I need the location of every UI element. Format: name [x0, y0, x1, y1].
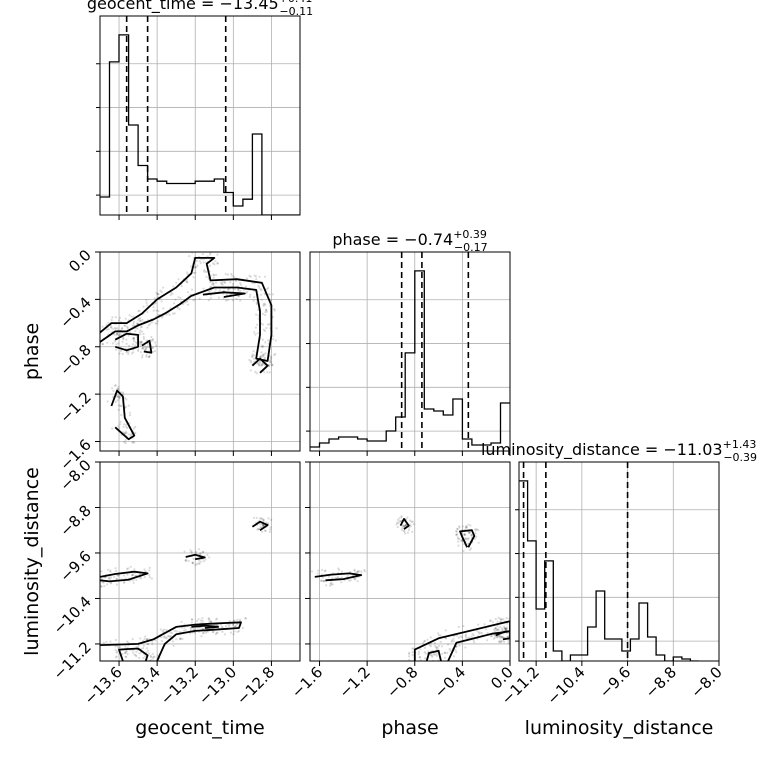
ytick-label: −1.2 [56, 388, 94, 426]
panel-phase_vs_geocent_time-frame [99, 251, 301, 452]
ytick-label: −11.2 [50, 638, 95, 683]
contour-5 [495, 630, 510, 641]
xtick-label: −13.0 [195, 663, 240, 708]
contour-0 [100, 257, 273, 362]
xlabel-luminosity_distance: luminosity_distance [525, 717, 714, 739]
contour-3 [413, 620, 510, 661]
panel-luminosity_distance_vs_phase-grid [310, 461, 511, 661]
contour-0 [100, 570, 149, 583]
xlabel-phase: phase [381, 717, 438, 739]
contour-2 [251, 520, 269, 531]
hist-luminosity_distance-layer [519, 462, 699, 661]
hist-phase-frame [309, 251, 511, 452]
xtick-label: −12.8 [233, 663, 278, 708]
xtick-label: −0.8 [383, 663, 421, 701]
contour-1 [314, 572, 363, 582]
contour-1 [185, 553, 206, 561]
contour-5 [202, 291, 246, 298]
hist-phase-layer [310, 252, 510, 451]
panel-luminosity_distance_vs_phase-layer [311, 515, 510, 661]
contour-0 [399, 518, 410, 530]
xtick-label: −8.0 [687, 663, 725, 701]
contour-3 [100, 621, 242, 661]
hist-phase-grid [310, 252, 511, 451]
hist-phase-title: phase = −0.74+0.39 −0.17 [332, 228, 487, 254]
ytick-label: −0.4 [56, 293, 94, 331]
contour-3 [251, 357, 269, 374]
ytick-label: −10.4 [50, 593, 95, 638]
hist-geocent_time-grid [100, 16, 300, 215]
hist-luminosity_distance-steps [519, 480, 699, 661]
ytick-label: 0.0 [65, 246, 95, 276]
panel-phase_vs_geocent_time-grid [100, 251, 300, 451]
contour-4 [110, 389, 136, 441]
hist-geocent_time-steps [100, 34, 300, 215]
contour-4 [118, 647, 149, 661]
xtick-label: −0.4 [431, 663, 469, 701]
hist-geocent_time-frame [99, 15, 301, 216]
ytick-label: −9.6 [56, 547, 94, 585]
xtick-label: −13.2 [157, 663, 202, 708]
contour-4 [425, 649, 442, 661]
contour-2 [141, 339, 153, 354]
xtick-label: −10.4 [543, 663, 588, 708]
panel-luminosity_distance_vs_geocent_time-layer [100, 516, 273, 661]
panel-luminosity_distance_vs_geocent_time-frame [99, 461, 301, 662]
xtick-label: −9.6 [596, 663, 634, 701]
hist-geocent_time-layer [100, 16, 300, 215]
xlabel-geocent_time: geocent_time [135, 717, 264, 739]
ytick-label: −0.8 [56, 341, 94, 379]
ylabel-phase: phase [21, 323, 43, 380]
hist-geocent_time-title: geocent_time = −13.45+0.41−0.11 [87, 0, 313, 18]
panel-luminosity_distance_vs_geocent_time-samples [100, 516, 273, 661]
hist-luminosity_distance-frame [518, 461, 720, 662]
xtick-label: −1.6 [288, 663, 326, 701]
ylabel-luminosity_distance: luminosity_distance [21, 467, 43, 656]
xtick-label: −1.2 [335, 663, 373, 701]
contour-1 [114, 332, 139, 352]
hist-phase-steps [310, 270, 510, 448]
xtick-label: −8.8 [642, 663, 680, 701]
panel-phase_vs_geocent_time-layer [100, 252, 278, 445]
panel-luminosity_distance_vs_phase-frame [309, 461, 511, 662]
hist-luminosity_distance-title: luminosity_distance = −11.03+1.43 −0.39 [481, 438, 757, 464]
xtick-label: −13.6 [81, 663, 126, 708]
contour-5 [191, 624, 219, 629]
contour-2 [459, 529, 476, 548]
xtick-label: −13.4 [119, 663, 164, 708]
ytick-label: −8.8 [56, 502, 94, 540]
